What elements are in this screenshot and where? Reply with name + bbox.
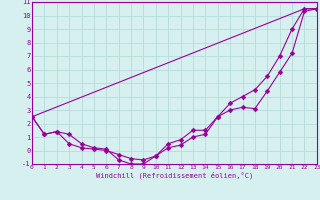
X-axis label: Windchill (Refroidissement éolien,°C): Windchill (Refroidissement éolien,°C)	[96, 172, 253, 179]
